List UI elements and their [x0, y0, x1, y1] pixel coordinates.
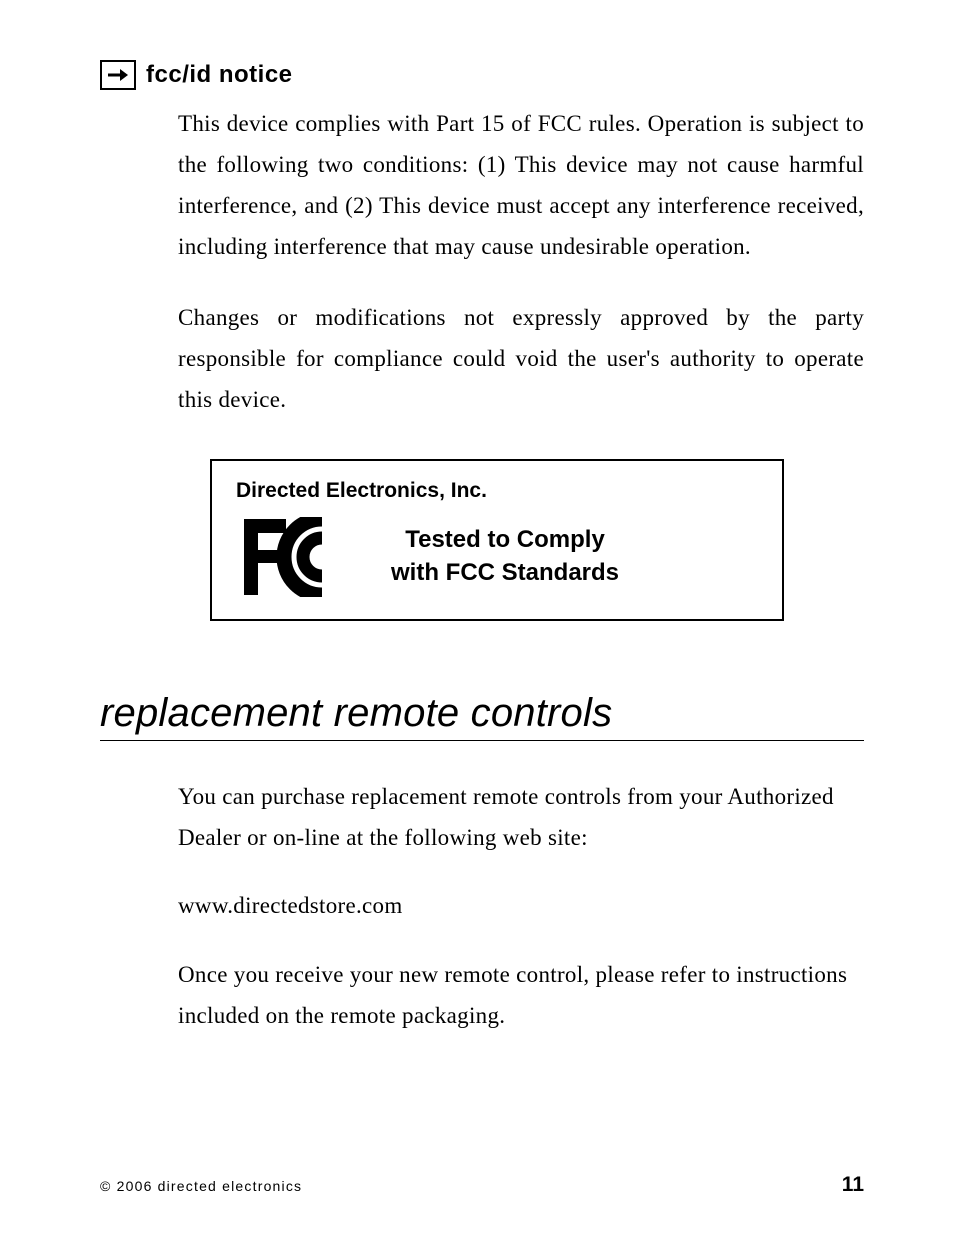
section2-body: You can purchase replacement remote cont… — [178, 777, 864, 1038]
fcc-text-line1: Tested to Comply — [391, 524, 619, 556]
page-content: fcc/id notice This device complies with … — [0, 0, 954, 1105]
body-paragraph: This device complies with Part 15 of FCC… — [178, 104, 864, 268]
page-footer: © 2006 directed electronics 11 — [100, 1173, 864, 1197]
page-number: 11 — [842, 1173, 864, 1197]
fcc-company-name: Directed Electronics, Inc. — [236, 479, 762, 503]
fcc-content-row: Tested to Comply with FCC Standards — [236, 517, 762, 597]
fcc-compliance-text: Tested to Comply with FCC Standards — [391, 524, 619, 589]
body-paragraph: Changes or modifications not expressly a… — [178, 298, 864, 421]
body-paragraph: Once you receive your new remote control… — [178, 955, 864, 1037]
section-heading: replacement remote controls — [100, 691, 864, 741]
body-paragraph: You can purchase replacement remote cont… — [178, 777, 864, 859]
section-header: fcc/id notice — [100, 60, 864, 90]
fcc-text-line2: with FCC Standards — [391, 557, 619, 589]
fcc-logo-icon — [244, 517, 359, 597]
section-title: fcc/id notice — [146, 61, 293, 89]
arrow-right-icon — [106, 66, 130, 84]
copyright-text: © 2006 directed electronics — [100, 1178, 302, 1194]
arrow-box-icon — [100, 60, 136, 90]
fcc-compliance-box: Directed Electronics, Inc. Tested to Com… — [210, 459, 784, 621]
url-text: www.directedstore.com — [178, 886, 864, 927]
